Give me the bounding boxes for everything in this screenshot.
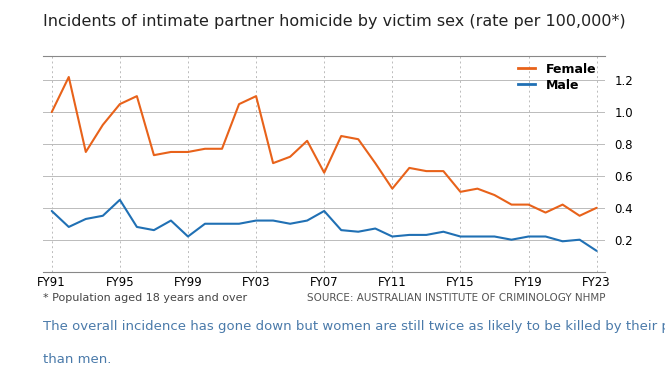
Text: Incidents of intimate partner homicide by victim sex (rate per 100,000*): Incidents of intimate partner homicide b…	[43, 14, 626, 29]
Text: The overall incidence has gone down but women are still twice as likely to be ki: The overall incidence has gone down but …	[43, 320, 665, 333]
Text: than men.: than men.	[43, 353, 112, 366]
Text: SOURCE: AUSTRALIAN INSTITUTE OF CRIMINOLOGY NHMP: SOURCE: AUSTRALIAN INSTITUTE OF CRIMINOL…	[307, 293, 605, 303]
Legend: Female, Male: Female, Male	[518, 62, 596, 92]
Text: * Population aged 18 years and over: * Population aged 18 years and over	[43, 293, 247, 303]
